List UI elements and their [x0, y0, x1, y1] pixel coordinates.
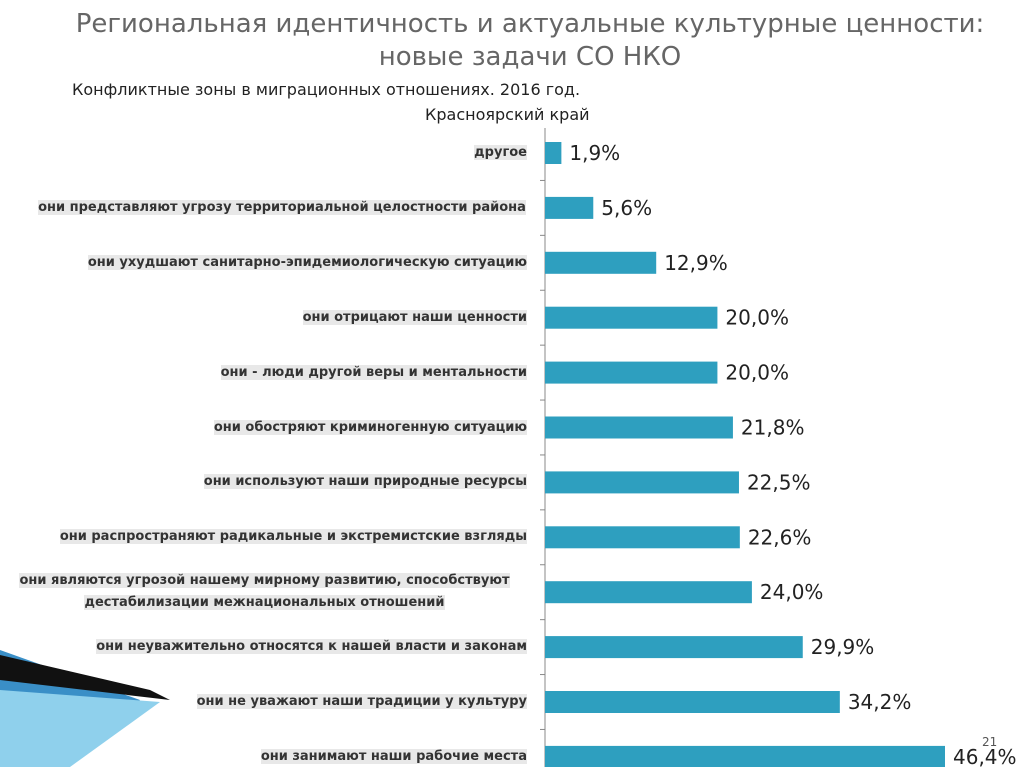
title-line: новые задачи СО НКО: [378, 42, 682, 72]
value-label: 20,0%: [725, 361, 789, 385]
category-label: они занимают наши рабочие места: [260, 746, 527, 768]
category-text: они являются угрозой нашему мирному разв…: [19, 573, 510, 611]
chart-subtitle: Красноярский край: [425, 105, 590, 124]
value-label: 34,2%: [848, 690, 912, 714]
category-label: они представляют угрозу территориальной …: [37, 197, 527, 219]
category-text: они используют наши природные ресурсы: [203, 474, 527, 490]
bar: [545, 196, 594, 219]
title-line: Региональная идентичность и актуальные к…: [75, 9, 985, 39]
category-label: другое: [474, 142, 527, 164]
bar: [545, 691, 840, 713]
category-label: они используют наши природные ресурсы: [203, 471, 527, 493]
category-text: они - люди другой веры и ментальности: [220, 364, 527, 380]
category-text: они распространяют радикальные и экстрем…: [59, 529, 527, 545]
category-text: они представляют угрозу территориальной …: [38, 199, 526, 215]
slide-title: Региональная идентичность и актуальные к…: [0, 8, 1024, 74]
bar: [545, 306, 718, 329]
value-label: 1,9%: [569, 141, 620, 165]
category-label: они - люди другой веры и ментальности: [220, 362, 527, 384]
bar: [545, 471, 739, 494]
value-label: 22,5%: [747, 470, 811, 494]
decor: [0, 655, 170, 700]
value-label: 12,9%: [664, 251, 728, 275]
bar: [545, 636, 803, 659]
category-text: они занимают наши рабочие места: [260, 748, 527, 764]
category-text: они не уважают наши традиции у культуру: [196, 694, 527, 709]
value-label: 5,6%: [601, 196, 652, 220]
category-text: они отрицают наши ценности: [302, 309, 527, 325]
category-text: другое: [474, 145, 527, 160]
category-text: они ухудшают санитарно-эпидемиологическу…: [87, 254, 527, 270]
decor: [0, 690, 160, 767]
bar: [545, 251, 657, 274]
category-text: они обостряют криминогенную ситуацию: [213, 419, 527, 435]
category-label: они отрицают наши ценности: [302, 307, 527, 329]
value-label: 46,4%: [953, 745, 1017, 767]
value-label: 24,0%: [760, 580, 824, 604]
category-text: они неуважительно относятся к нашей влас…: [96, 639, 527, 655]
page-number: 21: [982, 735, 998, 749]
bar: [545, 416, 733, 439]
category-label: они неуважительно относятся к нашей влас…: [96, 636, 527, 658]
category-label: они обостряют криминогенную ситуацию: [213, 417, 527, 439]
category-label: они являются угрозой нашему мирному разв…: [2, 570, 527, 614]
category-label: они ухудшают санитарно-эпидемиологическу…: [87, 252, 527, 274]
category-label: они не уважают наши традиции у культуру: [196, 691, 527, 713]
category-label: они распространяют радикальные и экстрем…: [59, 526, 527, 548]
value-label: 29,9%: [811, 635, 875, 659]
bar: [545, 581, 752, 604]
value-label: 21,8%: [741, 416, 805, 440]
bar: [545, 745, 945, 767]
bar: [545, 142, 562, 164]
chart-title: Конфликтные зоны в миграционных отношени…: [72, 80, 581, 99]
value-label: 22,6%: [748, 525, 812, 549]
value-label: 20,0%: [725, 306, 789, 330]
bar: [545, 361, 718, 384]
bar: [545, 526, 740, 549]
